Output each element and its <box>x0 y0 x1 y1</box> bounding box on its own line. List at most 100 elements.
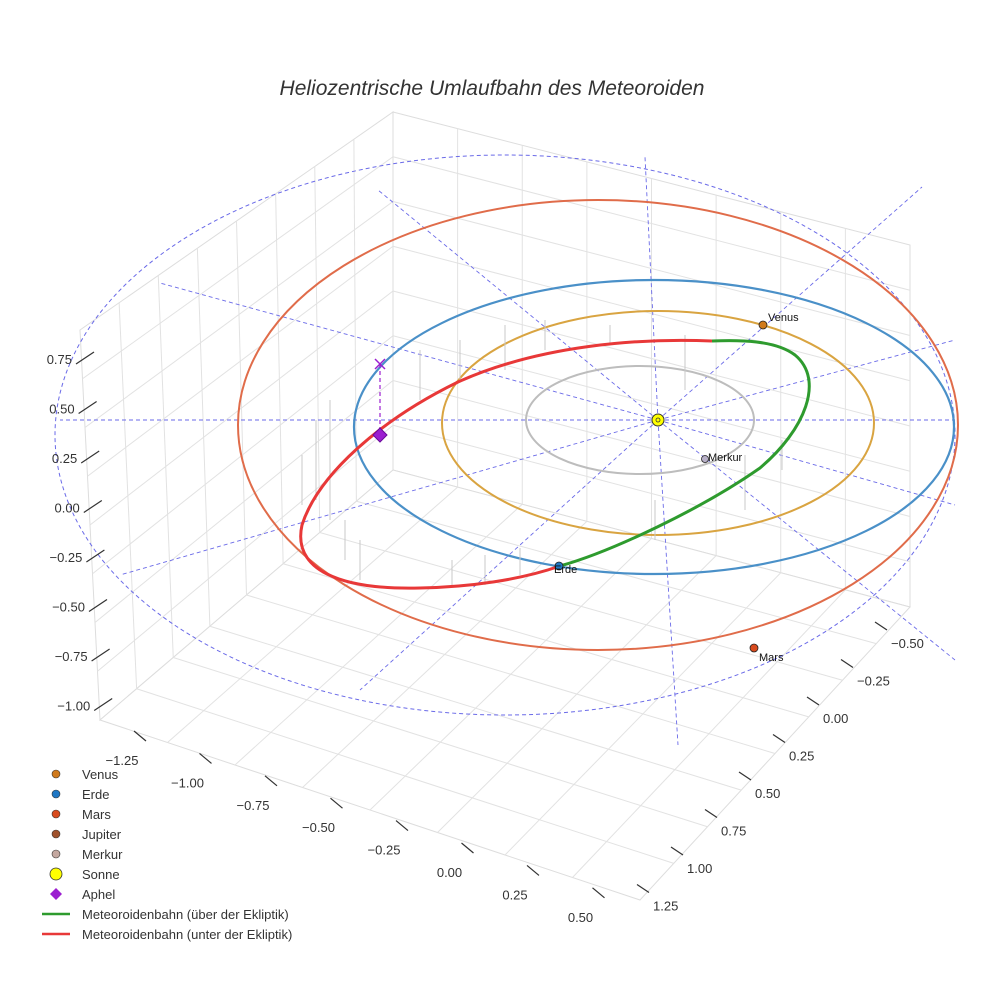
y-tick <box>670 846 684 856</box>
z-tick-label: −0.50 <box>52 600 85 615</box>
radial-guide <box>657 419 679 746</box>
legend: Venus Erde Mars Jupiter Merkur Sonne Aphel Mete… <box>42 767 292 942</box>
z-tick-label: −0.75 <box>55 649 88 664</box>
legend-marker <box>49 867 63 881</box>
y-tick <box>772 734 786 743</box>
x-tick <box>395 820 409 832</box>
legend-label: Sonne <box>82 867 120 882</box>
venus-orbit <box>441 310 875 536</box>
x-tick <box>133 730 147 742</box>
y-tick <box>738 771 752 781</box>
x-tick-label: −0.50 <box>302 820 335 835</box>
grid-line <box>572 589 846 878</box>
venus-label: Venus <box>768 312 799 324</box>
x-tick-label: 0.50 <box>568 910 593 925</box>
y-tick-label: 0.25 <box>789 749 814 764</box>
sun-marker <box>651 413 665 427</box>
grid-line <box>504 572 782 856</box>
z-tick <box>86 549 105 563</box>
earth-orbit <box>352 278 956 576</box>
aphel-diamond-icon <box>372 427 388 443</box>
grid-line <box>314 166 321 533</box>
grid-line <box>392 424 911 563</box>
venus-marker <box>758 320 768 330</box>
radial-guide <box>119 419 659 576</box>
bodies-layer: Venus Erde Mars Merkur <box>554 312 799 664</box>
grid-line <box>275 193 284 564</box>
x-tick-label: −0.25 <box>368 843 401 858</box>
z-tick <box>75 351 95 365</box>
grid-line <box>89 290 394 526</box>
legend-marker <box>50 888 62 900</box>
grid-line <box>319 532 843 681</box>
grid-line <box>92 335 394 575</box>
legend-label: Meteoroidenbahn (über der Ekliptik) <box>82 907 289 922</box>
grid-line <box>392 335 911 472</box>
x-tick <box>199 752 212 764</box>
x-tick-label: −0.75 <box>237 798 270 813</box>
z-tick <box>78 401 97 414</box>
grid-line <box>97 424 394 672</box>
meteoroid-path-below <box>299 338 713 590</box>
earth-marker <box>554 561 564 571</box>
legend-marker <box>51 789 61 799</box>
y-tick <box>874 621 888 631</box>
y-tick <box>704 809 718 818</box>
x-tick-label: 0.25 <box>502 887 527 902</box>
legend-label: Meteoroidenbahn (unter der Ekliptik) <box>82 927 292 942</box>
z-tick-label: −0.25 <box>49 550 82 565</box>
chart-title: Heliozentrische Umlaufbahn des Meteoroid… <box>280 77 705 100</box>
x-tick <box>461 842 474 854</box>
z-tick <box>91 648 110 662</box>
x-axis: −1.25 −1.00 −0.75 −0.50 −0.25 0.00 0.25 0.50 <box>106 730 605 925</box>
grid-layer <box>79 111 911 901</box>
aphel-cross-icon <box>374 358 386 370</box>
legend-label: Merkur <box>82 847 123 862</box>
x-tick <box>330 797 343 809</box>
x-tick-label: 0.00 <box>437 865 462 880</box>
y-tick-label: 0.75 <box>721 824 746 839</box>
legend-label: Venus <box>82 767 119 782</box>
radial-guide <box>657 186 923 421</box>
legend-marker <box>51 769 61 779</box>
x-tick-label: −1.00 <box>171 775 204 790</box>
mercury-orbit <box>525 365 755 475</box>
grid-line <box>282 563 809 718</box>
grid-line <box>392 290 911 427</box>
z-tick-label: 0.75 <box>47 352 72 367</box>
radial-guide <box>644 156 659 421</box>
x-tick-label: −1.25 <box>106 753 139 768</box>
jupiter-orbit <box>54 154 956 716</box>
z-axis: 0.75 0.50 0.25 0.00 −0.25 −0.50 −0.75 −1.00 <box>47 351 113 714</box>
y-tick-label: 1.00 <box>687 861 712 876</box>
legend-label: Jupiter <box>82 827 122 842</box>
x-tick <box>264 775 278 787</box>
mars-marker <box>749 643 759 653</box>
y-tick <box>806 696 820 706</box>
aphel-marker-group <box>372 358 388 443</box>
meteoroid-orbit <box>299 338 811 590</box>
sun-core <box>655 417 661 423</box>
y-tick-label: −0.50 <box>891 636 924 651</box>
radial-guide <box>657 339 956 421</box>
z-tick-label: 0.00 <box>54 501 79 516</box>
y-tick <box>840 659 854 668</box>
z-tick-label: −1.00 <box>57 699 90 714</box>
z-tick <box>88 599 108 612</box>
mercury-label: Merkur <box>708 452 743 464</box>
mercury-marker <box>701 455 709 463</box>
legend-label: Aphel <box>82 887 115 902</box>
floor-pane <box>99 469 911 901</box>
mars-orbit <box>237 199 959 651</box>
mars-label: Mars <box>759 652 784 664</box>
drop-lines <box>301 320 783 585</box>
legend-marker <box>51 829 61 839</box>
x-tick <box>592 887 605 899</box>
legend-marker <box>51 849 61 859</box>
legend-marker <box>51 809 61 819</box>
earth-label: Erde <box>554 564 577 576</box>
meteoroid-path-above <box>559 339 811 568</box>
y-axis: −0.50 −0.25 0.00 0.25 0.50 0.75 1.00 1.25 <box>636 621 924 914</box>
y-tick-label: 0.00 <box>823 711 848 726</box>
x-tick <box>526 864 540 876</box>
